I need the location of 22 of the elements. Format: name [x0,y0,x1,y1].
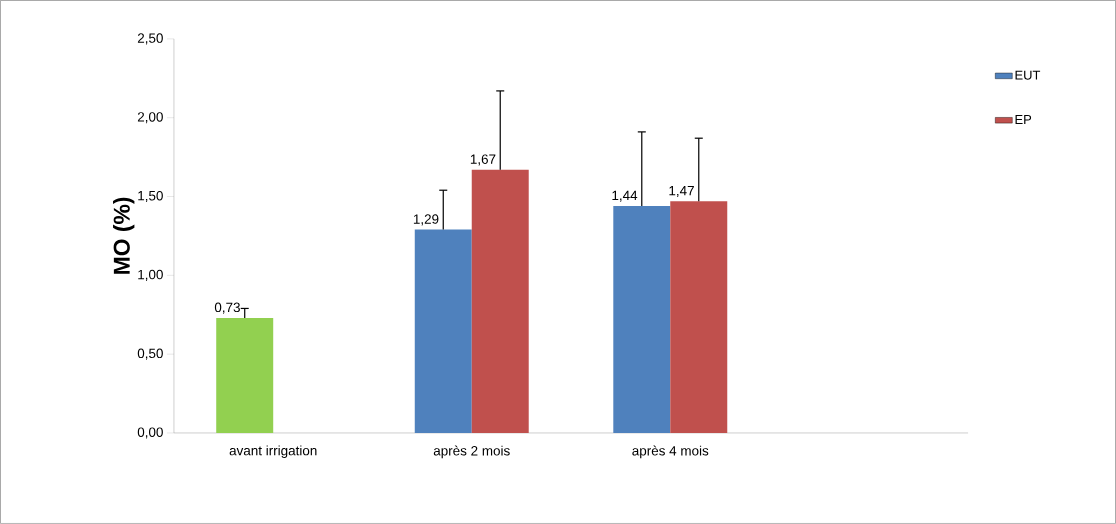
x-tick-label: après 2 mois [433,445,510,459]
y-tick-label: 0,00 [137,427,163,439]
y-tick-label: 1,00 [138,269,163,281]
y-axis-title: MO (%) [113,197,135,274]
data-label: 1,29 [413,214,439,226]
legend-label: EUT [1015,70,1041,80]
legend-label: EP [1015,115,1032,125]
y-tick-label: 2,50 [137,33,163,45]
y-tick-label: 2,00 [137,112,163,124]
y-tick-label: 1,50 [138,191,163,203]
data-label: 0,73 [214,302,240,314]
bar [216,317,274,434]
bar [414,229,472,434]
bar [670,201,728,434]
x-tick-label: avant irrigation [229,445,317,459]
data-label: 1,47 [669,186,694,198]
bar [613,206,671,434]
bar [471,169,529,434]
data-label: 1,67 [470,154,496,166]
x-tick-label: après 4 mois [632,445,709,459]
data-label: 1,44 [612,190,638,202]
y-tick-label: 0,50 [137,348,163,360]
